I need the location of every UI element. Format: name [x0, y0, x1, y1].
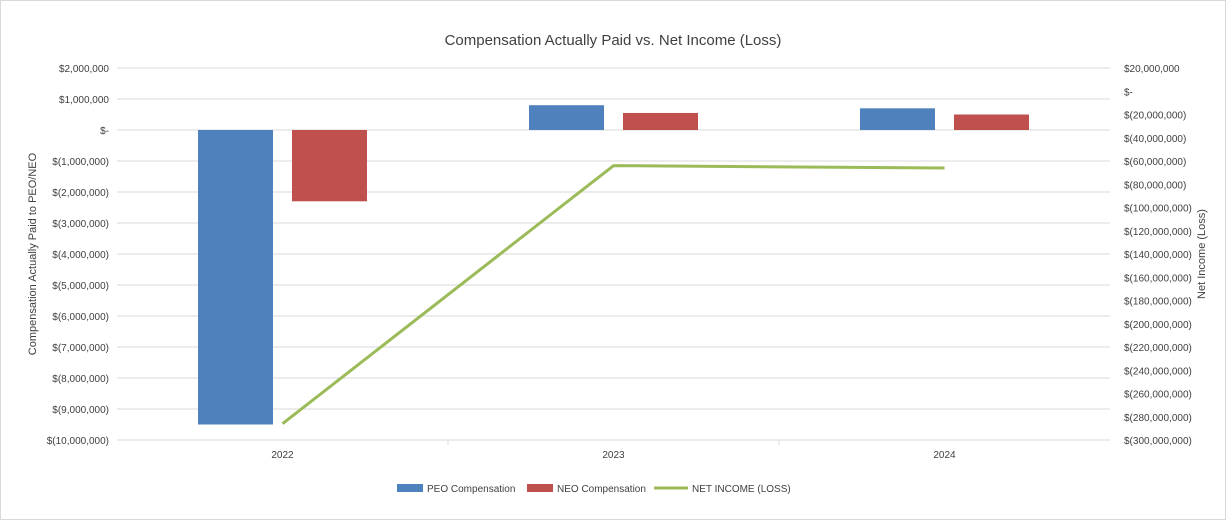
y2-tick-label: $(300,000,000)	[1124, 436, 1192, 447]
y2-tick-label: $(240,000,000)	[1124, 366, 1192, 377]
net-income-line	[281, 164, 945, 425]
x-tick-label: 2023	[602, 450, 625, 461]
bar-peo-compensation-2023	[529, 105, 604, 130]
y-tick-label: $(6,000,000)	[52, 312, 109, 323]
bar-peo-compensation-2024	[860, 108, 935, 130]
y2-tick-label: $(60,000,000)	[1124, 157, 1186, 168]
y2-tick-label: $(260,000,000)	[1124, 390, 1192, 401]
y-tick-label: $1,000,000	[59, 95, 109, 106]
y-tick-label: $(9,000,000)	[52, 405, 109, 416]
y2-tick-label: $(100,000,000)	[1124, 204, 1192, 215]
y2-tick-label: $(200,000,000)	[1124, 320, 1192, 331]
y-tick-label: $(3,000,000)	[52, 219, 109, 230]
y-tick-label: $(10,000,000)	[47, 436, 109, 447]
left-axis-ticks: $2,000,000 $1,000,000 $- $(1,000,000) $(2,00…	[47, 64, 110, 447]
y2-tick-label: $-	[1124, 87, 1133, 98]
x-tick-label: 2022	[271, 450, 294, 461]
y-tick-label: $(2,000,000)	[52, 188, 109, 199]
y2-tick-label: $(80,000,000)	[1124, 180, 1186, 191]
y2-tick-label: $(220,000,000)	[1124, 343, 1192, 354]
y-tick-label: $2,000,000	[59, 64, 109, 75]
y-tick-label: $(8,000,000)	[52, 374, 109, 385]
x-tick-label: 2024	[933, 450, 956, 461]
bar-neo-compensation-2024	[954, 114, 1029, 130]
y2-tick-label: $(140,000,000)	[1124, 250, 1192, 261]
left-axis-label: Compensation Actually Paid to PEO/NEO	[27, 152, 39, 355]
y2-tick-label: $(280,000,000)	[1124, 413, 1192, 424]
y-tick-label: $(7,000,000)	[52, 343, 109, 354]
right-axis-label: Net Income (Loss)	[1196, 209, 1208, 299]
bars	[198, 105, 1029, 425]
bar-peo-compensation-2022	[198, 130, 273, 425]
gridlines	[117, 67, 1110, 445]
chart-title: Compensation Actually Paid vs. Net Incom…	[445, 32, 782, 49]
bar-neo-compensation-2023	[623, 112, 698, 130]
right-axis-ticks: $20,000,000 $- $(20,000,000) $(40,000,000) $…	[1124, 64, 1192, 447]
legend-swatch	[397, 484, 423, 492]
x-axis-ticks: 2022 2023 2024	[271, 450, 956, 461]
legend-label: NET INCOME (LOSS)	[692, 484, 791, 495]
y2-tick-label: $(20,000,000)	[1124, 111, 1186, 122]
legend: PEO Compensation NEO Compensation NET INCO…	[397, 484, 791, 495]
y-tick-label: $(5,000,000)	[52, 281, 109, 292]
legend-label: NEO Compensation	[557, 484, 646, 495]
y-tick-label: $-	[100, 126, 109, 137]
y2-tick-label: $(40,000,000)	[1124, 134, 1186, 145]
y-tick-label: $(1,000,000)	[52, 157, 109, 168]
y-tick-label: $(4,000,000)	[52, 250, 109, 261]
y2-tick-label: $(180,000,000)	[1124, 297, 1192, 308]
line-net-income	[281, 164, 945, 425]
legend-swatch	[527, 484, 553, 492]
bar-neo-compensation-2022	[292, 130, 367, 202]
y2-tick-label: $20,000,000	[1124, 64, 1180, 75]
y2-tick-label: $(160,000,000)	[1124, 273, 1192, 284]
legend-label: PEO Compensation	[427, 484, 515, 495]
y2-tick-label: $(120,000,000)	[1124, 227, 1192, 238]
